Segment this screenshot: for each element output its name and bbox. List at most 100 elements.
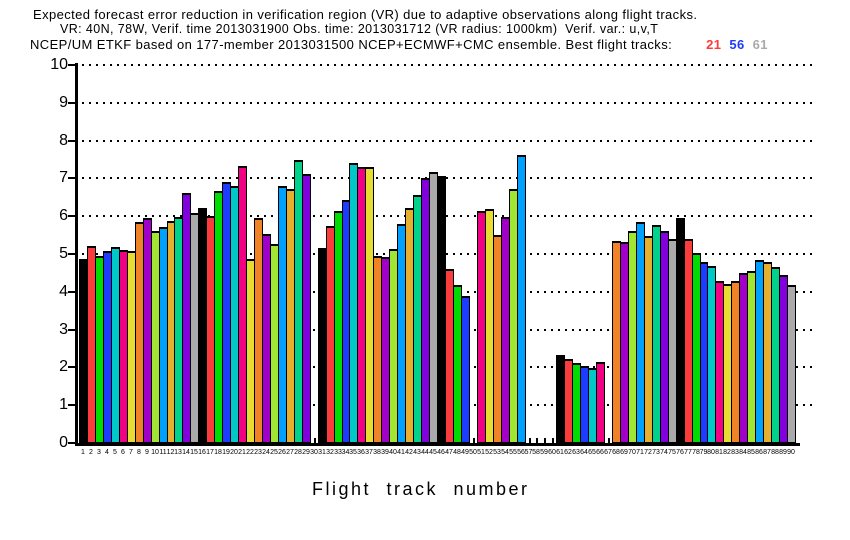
bar-track-29 [302,174,311,443]
x-tick-label-63: 63 [572,449,580,456]
x-tick-label-22: 22 [246,449,254,456]
gridline-y8 [75,139,812,142]
x-tick-label-16: 16 [198,449,206,456]
x-tick-label-76: 76 [676,449,684,456]
x-tick-label-47: 47 [445,449,453,456]
x-tick-label-20: 20 [230,449,238,456]
y-tick-label-10: 10 [50,56,68,73]
x-tick-label-5: 5 [113,449,117,456]
x-tick-track-30 [314,438,316,443]
x-tick-label-56: 56 [517,449,525,456]
x-tick-label-81: 81 [715,449,723,456]
x-tick-label-90: 90 [787,449,795,456]
x-tick-label-18: 18 [214,449,222,456]
y-tick-label-4: 4 [59,282,68,300]
x-tick-label-59: 59 [540,449,548,456]
x-tick-label-43: 43 [413,449,421,456]
x-tick-label-46: 46 [437,449,445,456]
x-tick-label-33: 33 [334,449,342,456]
x-tick-label-71: 71 [636,449,644,456]
x-tick-label-85: 85 [747,449,755,456]
x-tick-label-88: 88 [771,449,779,456]
x-tick-label-72: 72 [644,449,652,456]
x-tick-label-12: 12 [166,449,175,456]
x-tick-label-37: 37 [365,449,373,456]
y-tick-9 [68,101,75,104]
x-tick-label-1: 1 [81,449,85,456]
x-tick-track-50 [473,438,475,443]
y-tick-label-9: 9 [59,93,68,111]
x-tick-label-9: 9 [145,449,149,456]
x-tick-track-57 [529,438,531,443]
y-tick-label-1: 1 [59,396,68,414]
x-tick-label-11: 11 [159,449,167,456]
x-tick-track-67 [608,438,610,443]
x-tick-label-26: 26 [278,449,286,456]
x-tick-label-51: 51 [477,449,485,456]
x-tick-label-86: 86 [755,449,763,456]
y-tick-label-7: 7 [59,169,68,187]
x-tick-label-54: 54 [501,449,509,456]
x-tick-label-65: 65 [588,449,596,456]
best-track-number-21: 21 [706,37,722,52]
y-tick-2 [68,366,75,369]
bar-track-90 [787,285,796,443]
x-tick-label-32: 32 [326,449,334,456]
x-tick-label-19: 19 [222,449,230,456]
y-tick-5 [68,253,75,255]
y-tick-label-5: 5 [59,245,68,262]
x-tick-label-80: 80 [707,449,715,456]
y-tick-8 [68,139,75,142]
x-tick-label-53: 53 [493,449,501,456]
x-tick-label-29: 29 [302,449,310,456]
x-tick-label-23: 23 [254,449,262,456]
x-tick-label-48: 48 [453,449,461,456]
x-tick-label-58: 58 [532,449,540,456]
x-tick-track-60 [552,438,554,443]
x-tick-label-38: 38 [373,449,381,456]
y-axis-line [75,63,78,446]
x-tick-label-77: 77 [684,449,692,456]
x-tick-label-34: 34 [341,449,350,456]
y-tick-label-6: 6 [59,207,68,225]
x-tick-label-27: 27 [286,449,294,456]
y-tick-label-0: 0 [59,434,68,451]
x-tick-label-67: 67 [604,449,612,456]
x-tick-label-21: 21 [238,449,246,456]
gridline-y9 [75,101,812,104]
x-tick-label-66: 66 [596,449,604,456]
x-tick-label-70: 70 [628,449,636,456]
y-tick-label-2: 2 [59,358,68,376]
best-track-number-56: 56 [729,37,745,52]
y-tick-4 [68,290,75,293]
best-track-number-61: 61 [752,37,768,52]
x-tick-label-31: 31 [318,449,326,456]
x-tick-label-64: 64 [580,449,588,456]
x-tick-label-61: 61 [556,449,564,456]
bar-track-56 [517,155,526,443]
x-tick-label-60: 60 [548,449,556,456]
x-tick-label-84: 84 [739,449,747,456]
x-tick-label-83: 83 [731,449,739,456]
x-tick-label-3: 3 [97,449,101,456]
x-tick-label-30: 30 [310,449,318,456]
y-tick-label-3: 3 [59,320,68,338]
chart-title-line3-text: NCEP/UM ETKF based on 177-member 2013031… [30,37,673,52]
x-tick-label-36: 36 [357,449,365,456]
x-tick-label-62: 62 [564,449,572,456]
x-tick-label-10: 10 [151,449,159,456]
x-tick-label-68: 68 [612,449,620,456]
chart-title-line3: NCEP/UM ETKF based on 177-member 2013031… [30,37,768,52]
x-tick-label-7: 7 [129,449,133,456]
y-tick-10 [68,64,75,66]
x-tick-label-52: 52 [485,449,493,456]
x-axis-title: Flight track number [312,479,530,499]
y-tick-7 [68,177,75,180]
gridline-y10 [75,64,812,66]
x-tick-label-41: 41 [397,449,405,456]
x-tick-label-87: 87 [763,449,771,456]
x-tick-label-25: 25 [270,449,278,456]
x-tick-label-14: 14 [182,449,190,456]
x-tick-label-79: 79 [699,449,708,456]
